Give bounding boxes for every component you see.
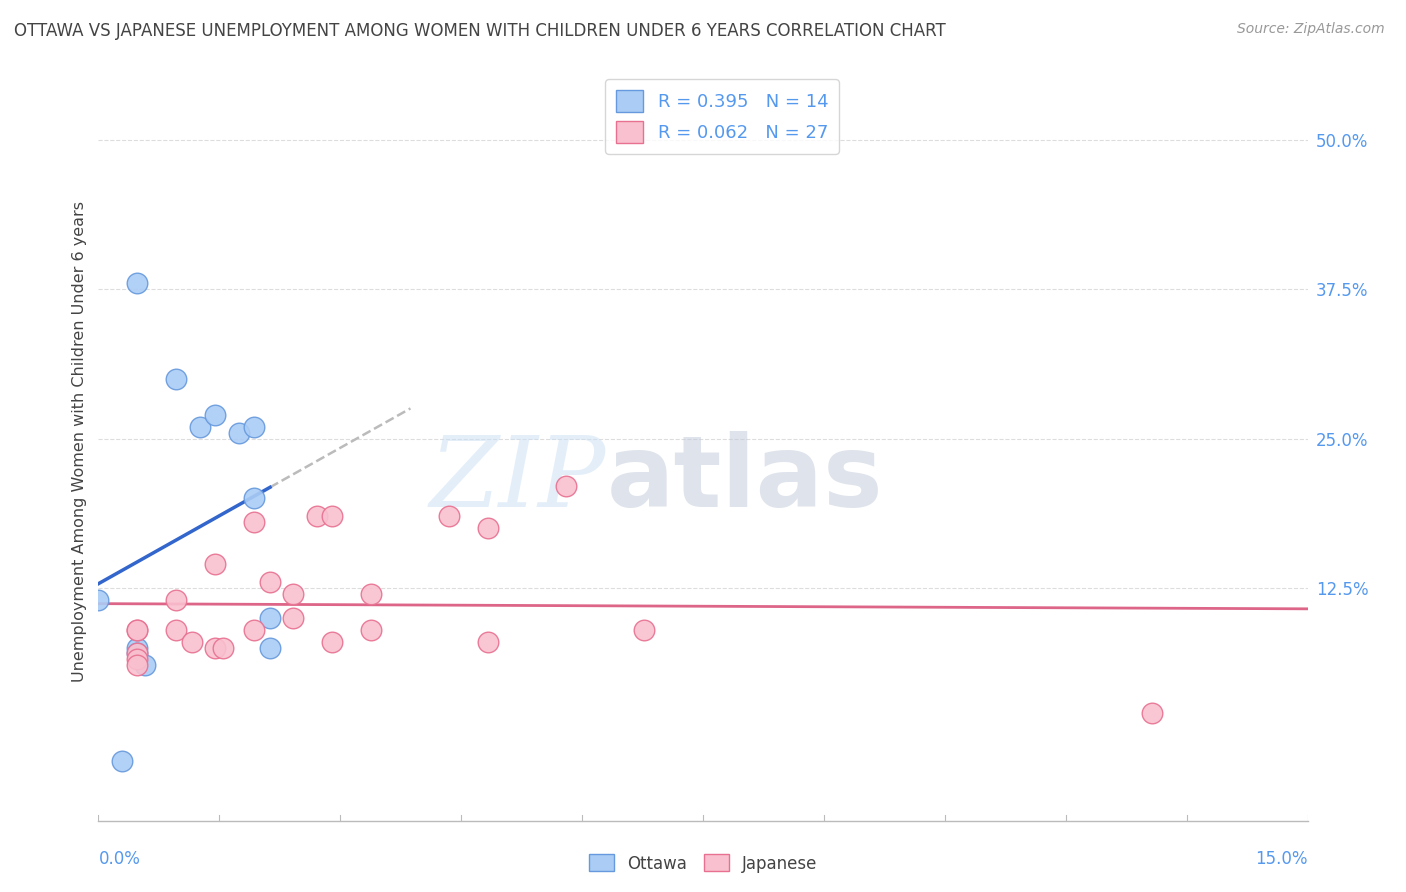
- Point: [127, 640, 149, 655]
- Point: [243, 419, 266, 434]
- Point: [1140, 706, 1163, 721]
- Text: OTTAWA VS JAPANESE UNEMPLOYMENT AMONG WOMEN WITH CHILDREN UNDER 6 YEARS CORRELAT: OTTAWA VS JAPANESE UNEMPLOYMENT AMONG WO…: [14, 22, 946, 40]
- Point: [243, 515, 266, 529]
- Point: [165, 372, 187, 386]
- Point: [439, 509, 461, 524]
- Point: [188, 419, 211, 434]
- Point: [127, 658, 149, 673]
- Text: Source: ZipAtlas.com: Source: ZipAtlas.com: [1237, 22, 1385, 37]
- Point: [321, 509, 343, 524]
- Point: [321, 634, 343, 648]
- Text: 15.0%: 15.0%: [1256, 850, 1308, 869]
- Point: [181, 634, 204, 648]
- Point: [555, 479, 578, 493]
- Text: ZIP: ZIP: [430, 432, 606, 527]
- Point: [243, 623, 266, 637]
- Point: [134, 658, 156, 673]
- Point: [305, 509, 328, 524]
- Y-axis label: Unemployment Among Women with Children Under 6 years: Unemployment Among Women with Children U…: [72, 201, 87, 682]
- Point: [259, 610, 281, 624]
- Point: [165, 623, 187, 637]
- Point: [127, 652, 149, 666]
- Point: [360, 587, 382, 601]
- Point: [259, 574, 281, 589]
- Point: [633, 623, 655, 637]
- Point: [127, 647, 149, 661]
- Point: [204, 640, 226, 655]
- Legend: R = 0.395   N = 14, R = 0.062   N = 27: R = 0.395 N = 14, R = 0.062 N = 27: [605, 79, 839, 153]
- Point: [87, 592, 110, 607]
- Point: [283, 587, 305, 601]
- Text: atlas: atlas: [606, 431, 883, 528]
- Point: [127, 623, 149, 637]
- Point: [259, 640, 281, 655]
- Point: [111, 754, 134, 768]
- Point: [477, 521, 499, 535]
- Point: [127, 647, 149, 661]
- Point: [127, 277, 149, 291]
- Point: [204, 557, 226, 571]
- Point: [243, 491, 266, 506]
- Point: [283, 610, 305, 624]
- Legend: Ottawa, Japanese: Ottawa, Japanese: [582, 847, 824, 880]
- Point: [165, 592, 187, 607]
- Point: [204, 408, 226, 422]
- Point: [228, 425, 250, 440]
- Text: 0.0%: 0.0%: [98, 850, 141, 869]
- Point: [212, 640, 235, 655]
- Point: [360, 623, 382, 637]
- Point: [477, 634, 499, 648]
- Point: [127, 623, 149, 637]
